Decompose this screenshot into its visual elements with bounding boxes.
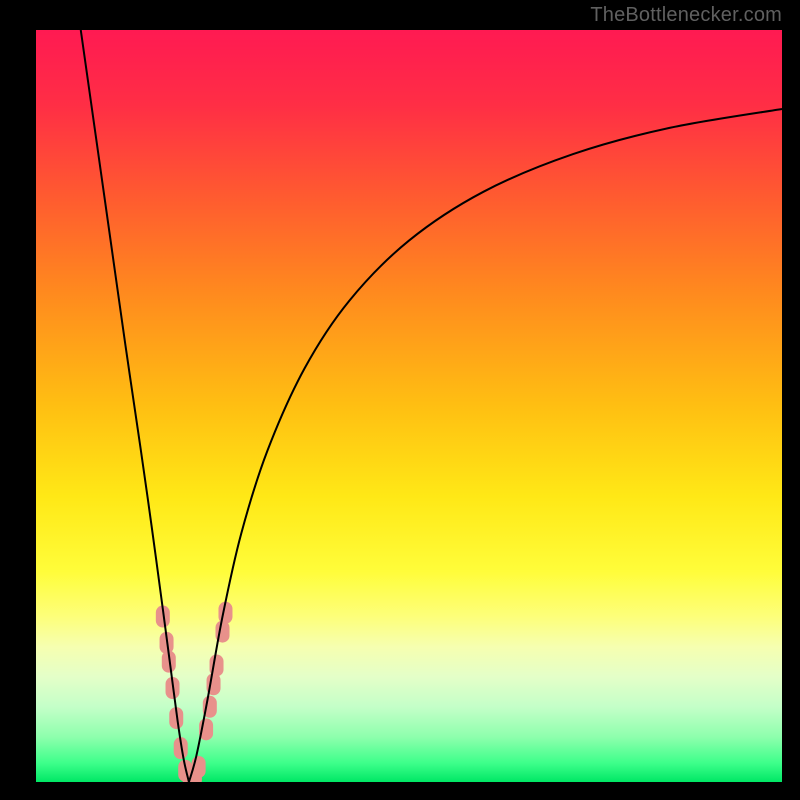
frame-bottom [0, 782, 800, 800]
right-curve [189, 109, 782, 782]
frame-right [782, 0, 800, 800]
watermark-text: TheBottlenecker.com [590, 4, 782, 27]
plot-area [36, 30, 782, 782]
curves-layer [36, 30, 782, 782]
marker-group [156, 602, 233, 788]
chart-stage: TheBottlenecker.com [0, 0, 800, 800]
frame-left [0, 0, 36, 800]
